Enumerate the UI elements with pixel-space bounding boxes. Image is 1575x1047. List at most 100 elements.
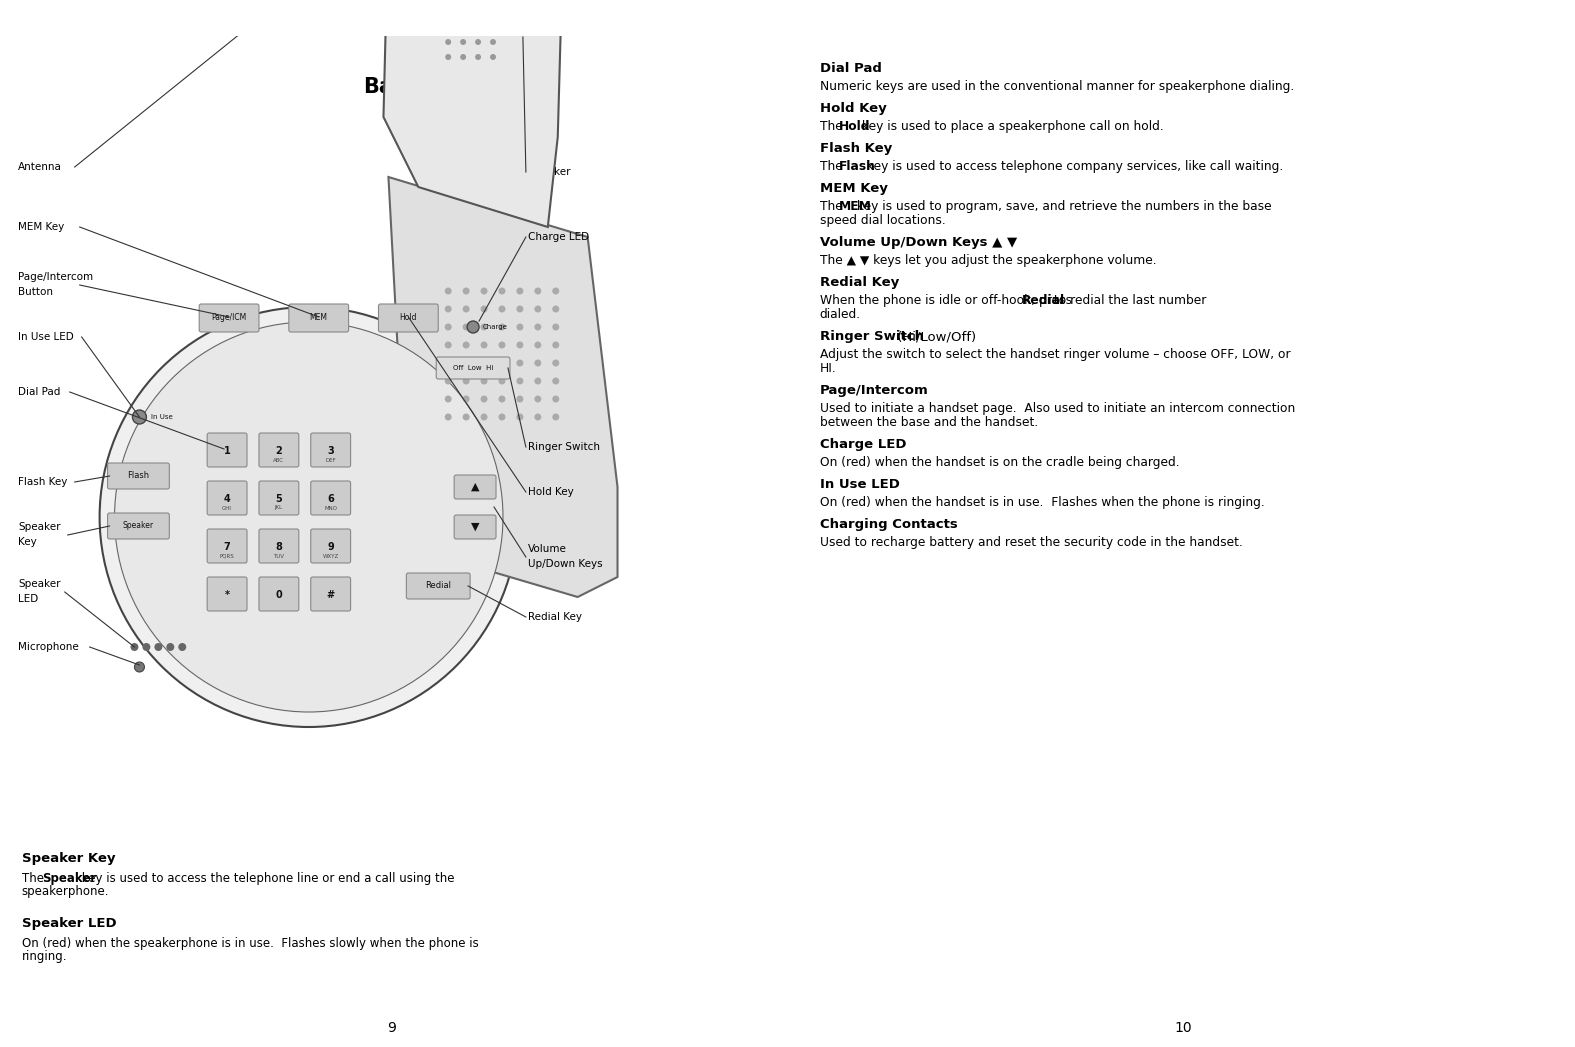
Circle shape [499,414,506,421]
Circle shape [132,410,146,424]
Text: Used to recharge battery and reset the security code in the handset.: Used to recharge battery and reset the s… [819,536,1243,549]
Circle shape [499,359,506,366]
Circle shape [553,396,559,402]
Text: 2: 2 [276,446,282,456]
Circle shape [499,288,506,294]
Text: MNO: MNO [324,506,337,511]
Circle shape [534,359,542,366]
Text: Page/Intercom: Page/Intercom [819,384,928,397]
Circle shape [553,306,559,312]
Text: WXYZ: WXYZ [323,554,339,558]
Circle shape [517,414,523,421]
Text: Speaker Key: Speaker Key [22,852,115,865]
Circle shape [444,414,452,421]
FancyBboxPatch shape [198,304,258,332]
Text: The: The [819,120,846,133]
FancyBboxPatch shape [208,529,247,563]
Circle shape [463,359,469,366]
Text: dialed.: dialed. [819,308,860,321]
Text: ▲: ▲ [471,482,479,492]
Circle shape [517,324,523,331]
Text: key is used to access telephone company services, like call waiting.: key is used to access telephone company … [863,160,1284,173]
Circle shape [490,39,496,45]
Circle shape [480,324,488,331]
Circle shape [446,9,450,15]
Text: Base: Base [364,77,421,97]
FancyBboxPatch shape [107,513,170,539]
Text: Numeric keys are used in the conventional manner for speakerphone dialing.: Numeric keys are used in the conventiona… [819,80,1293,93]
Text: Antenna: Antenna [17,162,61,172]
Text: 5: 5 [276,494,282,504]
Text: Redial: Redial [1022,294,1065,307]
Circle shape [534,341,542,349]
Text: Speaker: Speaker [123,521,154,531]
Circle shape [463,396,469,402]
Circle shape [476,39,480,45]
Text: key is used to place a speakerphone call on hold.: key is used to place a speakerphone call… [858,120,1164,133]
Text: Speaker: Speaker [528,168,570,177]
Text: Speaker LED: Speaker LED [22,917,117,930]
Text: On (red) when the handset is in use.  Flashes when the phone is ringing.: On (red) when the handset is in use. Fla… [819,496,1265,509]
Circle shape [480,414,488,421]
Text: Volume: Volume [528,544,567,554]
Circle shape [553,378,559,384]
Text: key is used to access the telephone line or end a call using the: key is used to access the telephone line… [77,872,454,885]
Circle shape [444,324,452,331]
Circle shape [480,341,488,349]
Circle shape [134,662,145,672]
Circle shape [534,324,542,331]
Text: Adjust the switch to select the handset ringer volume – choose OFF, LOW, or: Adjust the switch to select the handset … [819,348,1290,361]
Circle shape [463,341,469,349]
Text: 4: 4 [224,494,230,504]
FancyBboxPatch shape [107,463,170,489]
FancyBboxPatch shape [288,304,348,332]
Text: LOCATION OF CONTROLS AND FEATURES: LOCATION OF CONTROLS AND FEATURES [1000,10,1366,25]
Text: Charging Contacts: Charging Contacts [819,518,958,531]
Circle shape [460,54,466,60]
Circle shape [463,306,469,312]
Text: (Hi/Low/Off): (Hi/Low/Off) [893,330,976,343]
Circle shape [480,288,488,294]
Circle shape [142,643,150,651]
Circle shape [460,24,466,30]
FancyBboxPatch shape [310,481,351,515]
Circle shape [446,54,450,60]
Circle shape [476,24,480,30]
Circle shape [517,396,523,402]
Text: Charge LED: Charge LED [819,438,906,451]
Circle shape [490,9,496,15]
Text: Speaker: Speaker [43,872,96,885]
FancyBboxPatch shape [208,481,247,515]
Polygon shape [389,177,617,597]
Text: ▼: ▼ [471,522,479,532]
Circle shape [468,321,479,333]
FancyBboxPatch shape [436,357,510,379]
Circle shape [553,288,559,294]
Text: LOCATION OF CONTROLS AND FEATURES: LOCATION OF CONTROLS AND FEATURES [208,10,573,25]
Text: to redial the last number: to redial the last number [1051,294,1206,307]
Text: Ringer Switch: Ringer Switch [528,442,600,452]
Text: In Use LED: In Use LED [17,332,74,342]
Circle shape [480,306,488,312]
Circle shape [534,288,542,294]
Circle shape [480,378,488,384]
FancyBboxPatch shape [378,304,438,332]
Text: Off  Low  Hi: Off Low Hi [454,365,493,371]
Text: In Use LED: In Use LED [819,478,899,491]
Circle shape [476,9,480,15]
Circle shape [517,341,523,349]
Circle shape [99,307,518,727]
Circle shape [444,341,452,349]
Circle shape [499,324,506,331]
Circle shape [460,39,466,45]
Text: Flash: Flash [839,160,876,173]
Text: Flash Key: Flash Key [819,142,891,155]
Text: MEM: MEM [310,312,328,321]
Text: speed dial locations.: speed dial locations. [819,214,945,227]
Text: #: # [326,591,335,600]
Text: 3: 3 [328,446,334,456]
Circle shape [553,341,559,349]
Text: The ▲ ▼ keys let you adjust the speakerphone volume.: The ▲ ▼ keys let you adjust the speakerp… [819,254,1156,267]
Text: On (red) when the handset is on the cradle being charged.: On (red) when the handset is on the crad… [819,456,1180,469]
Circle shape [499,378,506,384]
